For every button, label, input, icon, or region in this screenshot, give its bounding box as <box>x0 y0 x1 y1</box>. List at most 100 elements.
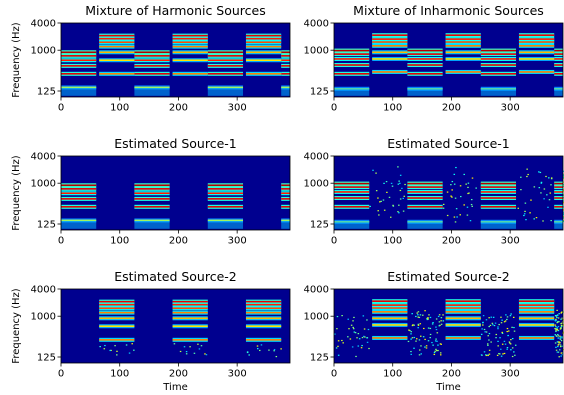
residual-speckle <box>465 183 467 185</box>
source-2-harmonic <box>518 317 555 320</box>
residual-speckle <box>411 337 414 339</box>
y-axis-label: Frequency (Hz) <box>11 22 22 98</box>
residual-speckle <box>556 351 559 353</box>
residual-speckle <box>557 335 560 337</box>
residual-speckle <box>439 352 442 354</box>
residual-speckle <box>205 354 208 356</box>
residual-speckle <box>550 219 552 222</box>
residual-speckle <box>506 348 508 350</box>
residual-speckle <box>442 207 445 209</box>
residual-speckle <box>482 315 485 317</box>
residual-speckle <box>410 338 412 340</box>
residual-speckle <box>256 345 259 347</box>
residual-speckle <box>520 176 522 178</box>
residual-speckle <box>556 341 559 343</box>
source-2-harmonic <box>518 300 555 302</box>
residual-speckle <box>349 338 352 340</box>
residual-speckle <box>375 172 377 174</box>
source-2-harmonic <box>445 51 481 54</box>
residual-speckle <box>471 177 474 179</box>
residual-speckle <box>419 323 422 325</box>
residual-speckle <box>397 183 400 185</box>
residual-speckle <box>380 200 382 202</box>
residual-speckle <box>488 349 491 351</box>
residual-speckle <box>533 218 535 220</box>
residual-speckle <box>561 322 563 324</box>
source-1-harmonic <box>334 49 370 52</box>
residual-speckle <box>559 346 562 348</box>
source-1-harmonic <box>61 192 97 195</box>
source-1-harmonic <box>554 53 563 55</box>
residual-speckle <box>402 197 404 199</box>
source-2-harmonic <box>372 38 408 40</box>
source-2-harmonic <box>172 311 208 314</box>
residual-speckle <box>559 336 562 338</box>
source-2-harmonic <box>518 38 555 40</box>
residual-speckle <box>420 335 422 337</box>
source-1-harmonic <box>554 58 563 60</box>
residual-speckle <box>467 182 470 184</box>
residual-speckle <box>459 185 462 187</box>
residual-speckle <box>509 315 512 317</box>
residual-speckle <box>432 344 434 346</box>
y-tick-label: 125 <box>37 87 56 98</box>
source-2-harmonic <box>99 307 135 310</box>
residual-speckle <box>357 333 360 335</box>
residual-speckle <box>482 321 484 323</box>
residual-speckle <box>410 333 412 335</box>
panel-title: Estimated Source-2 <box>387 269 510 284</box>
x-tick-label: 300 <box>228 369 247 380</box>
residual-speckle <box>366 319 368 321</box>
residual-speckle <box>413 324 415 326</box>
residual-speckle <box>498 352 500 355</box>
y-tick-label: 4000 <box>304 152 329 163</box>
residual-speckle <box>501 319 503 321</box>
source-2-harmonic <box>372 304 408 306</box>
residual-speckle <box>442 203 445 205</box>
source-1-harmonic <box>207 219 244 222</box>
y-tick-label: 1000 <box>31 312 56 323</box>
residual-speckle <box>337 345 339 347</box>
residual-speckle <box>133 349 135 351</box>
source-1-low-energy <box>334 87 370 96</box>
source-2-harmonic <box>172 37 208 40</box>
source-1-low-energy <box>554 220 563 229</box>
residual-speckle <box>355 355 357 358</box>
residual-speckle <box>560 355 562 357</box>
source-2-harmonic <box>372 41 408 43</box>
source-1-harmonic <box>207 198 244 200</box>
residual-speckle <box>429 327 432 330</box>
residual-speckle <box>499 337 501 339</box>
residual-speckle <box>424 346 426 348</box>
residual-speckle <box>364 336 366 338</box>
source-1-low-energy <box>134 220 170 229</box>
residual-speckle <box>540 192 542 194</box>
residual-speckle <box>377 197 379 199</box>
x-tick-label: 0 <box>331 369 337 380</box>
residual-speckle <box>436 332 439 334</box>
residual-speckle <box>420 353 422 355</box>
source-1-harmonic <box>281 206 290 208</box>
residual-speckle <box>509 343 512 345</box>
x-tick-label: 300 <box>501 369 520 380</box>
source-1-low-energy <box>61 87 97 96</box>
residual-speckle <box>533 186 536 188</box>
residual-speckle <box>557 344 559 346</box>
residual-speckle <box>427 317 429 319</box>
y-tick-label: 4000 <box>304 285 329 296</box>
residual-speckle <box>556 321 559 324</box>
residual-speckle <box>450 195 452 197</box>
residual-speckle <box>431 341 433 344</box>
residual-speckle <box>428 314 430 316</box>
residual-speckle <box>362 315 365 317</box>
residual-speckle <box>504 320 507 322</box>
source-2-harmonic <box>372 71 408 73</box>
residual-speckle <box>558 341 560 343</box>
residual-speckle <box>480 354 483 356</box>
source-2-harmonic <box>172 303 208 306</box>
x-tick-label: 300 <box>501 236 520 247</box>
residual-speckle <box>556 314 559 317</box>
residual-speckle <box>411 324 414 327</box>
source-1-harmonic <box>207 86 244 89</box>
source-2-harmonic <box>372 324 408 326</box>
